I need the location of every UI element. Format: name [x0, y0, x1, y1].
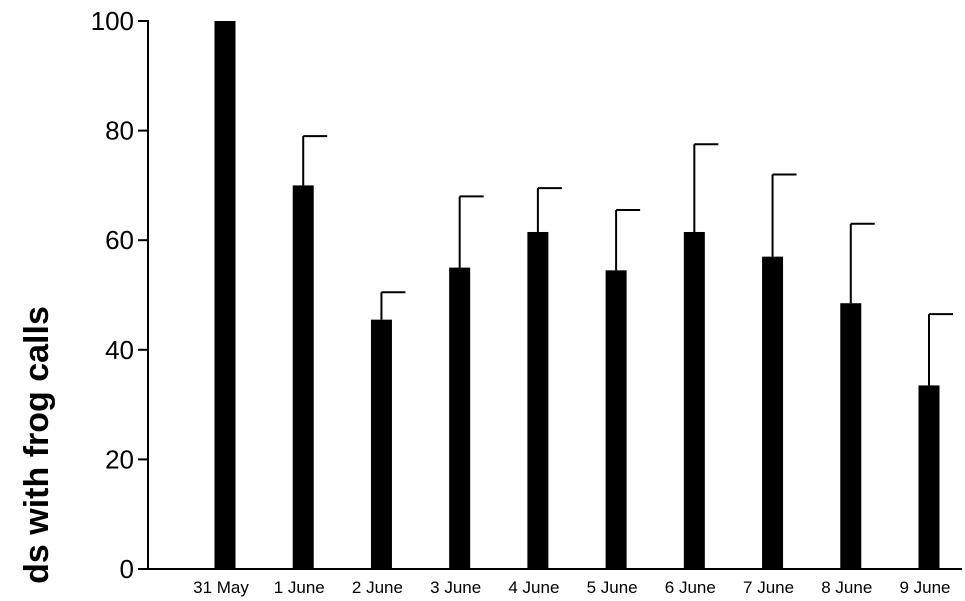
- x-category-label: 3 June: [430, 578, 481, 597]
- x-category-label: 31 May: [193, 578, 249, 597]
- y-tick-label: 100: [91, 6, 134, 36]
- bar: [214, 21, 236, 569]
- bar: [292, 185, 314, 569]
- x-category-label: 5 June: [587, 578, 638, 597]
- bars: [214, 21, 940, 570]
- y-tick-label: 40: [105, 335, 134, 365]
- bar: [370, 319, 392, 569]
- x-category-label: 7 June: [743, 578, 794, 597]
- y-tick-label: 20: [105, 444, 134, 474]
- x-category-label: 1 June: [274, 578, 325, 597]
- x-category-label: 4 June: [508, 578, 559, 597]
- bar: [762, 256, 784, 569]
- y-tick-label: 0: [120, 554, 134, 584]
- error-bars: [302, 135, 953, 386]
- x-category-label: 6 June: [665, 578, 716, 597]
- y-axis-title: ds with frog calls: [18, 306, 56, 584]
- x-category-label: 2 June: [352, 578, 403, 597]
- bar: [527, 231, 549, 570]
- bar: [840, 303, 862, 569]
- y-tick-label: 60: [105, 225, 134, 255]
- category-labels: 31 May 1 June 2 June 3 June 4 June 5 June 6 Ju…: [193, 578, 950, 597]
- x-category-label: 8 June: [821, 578, 872, 597]
- bar: [605, 270, 627, 569]
- bar: [918, 385, 940, 569]
- bar: [449, 267, 471, 569]
- bar: [683, 231, 705, 570]
- y-tick-label: 80: [105, 116, 134, 146]
- y-ticks: 0 20 40 60 80 100: [91, 6, 148, 584]
- x-category-label: 9 June: [899, 578, 950, 597]
